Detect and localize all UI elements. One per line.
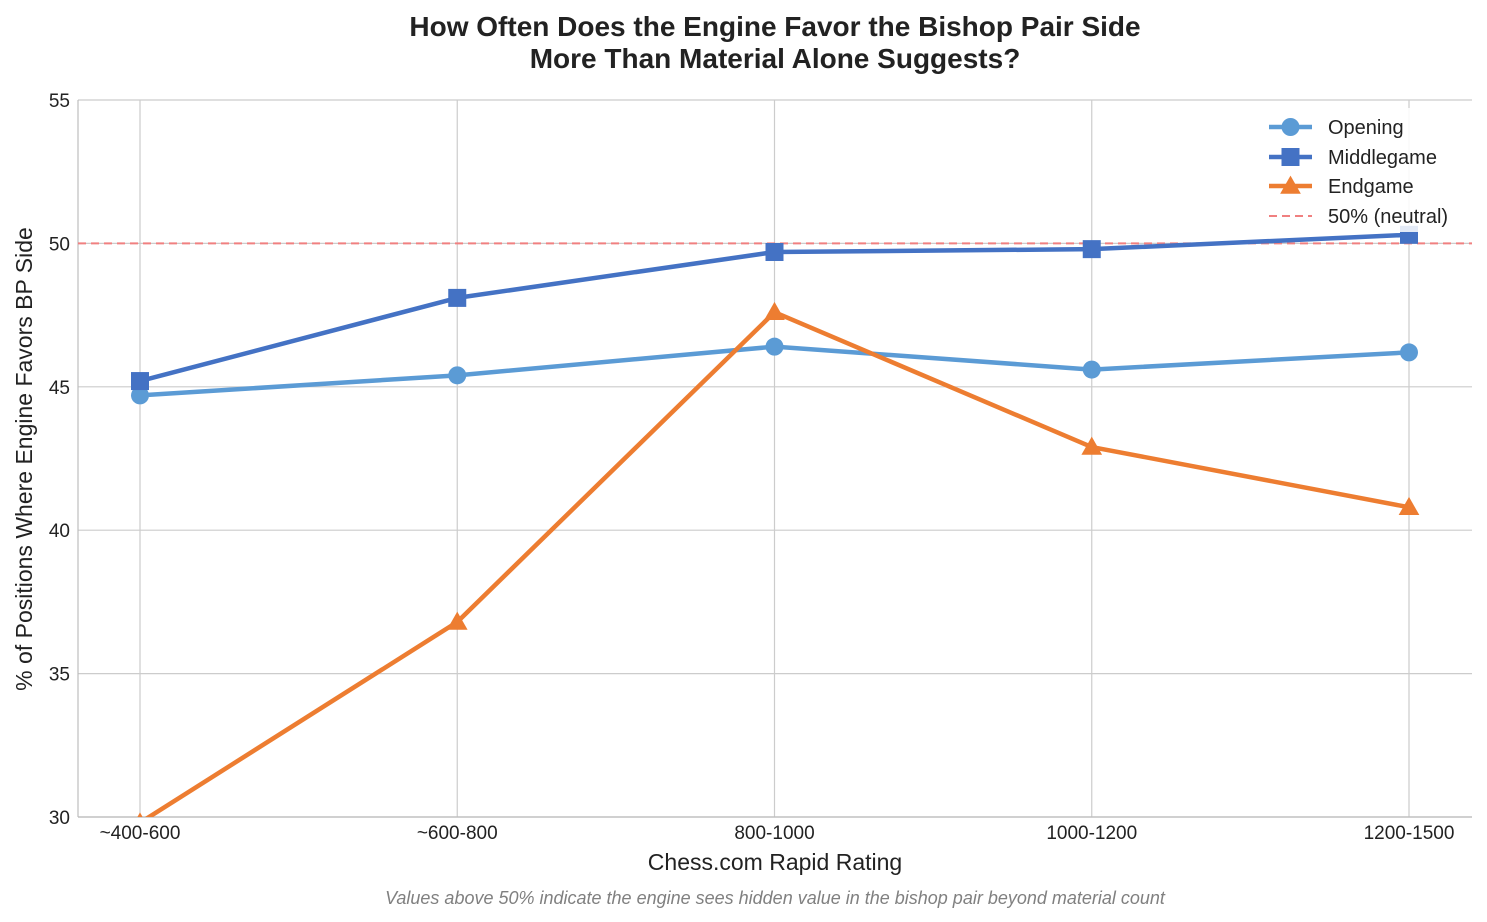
chart-title-line-2: More Than Material Alone Suggests? <box>530 43 1021 74</box>
x-axis-label: Chess.com Rapid Rating <box>648 849 902 875</box>
y-tick-label-3: 45 <box>49 378 70 399</box>
plot-frame <box>77 100 1472 818</box>
series-group <box>131 225 1420 817</box>
y-tick-label-0: 30 <box>49 808 70 829</box>
y-tick-labels: 30 35 40 45 50 55 <box>49 91 70 829</box>
legend-marker-opening <box>1281 118 1300 136</box>
middlegame-point-1 <box>448 288 467 307</box>
legend-label-middlegame: Middlegame <box>1328 147 1437 169</box>
legend-label-neutral: 50% (neutral) <box>1328 206 1448 228</box>
series-opening <box>131 337 1418 405</box>
legend-marker-middlegame <box>1281 148 1300 166</box>
middlegame-point-0 <box>131 372 149 391</box>
legend-item-endgame: Endgame <box>1269 175 1414 198</box>
x-tick-labels: ~400-600 ~600-800 800-1000 1000-1200 1200-15… <box>100 823 1455 844</box>
opening-point-0 <box>131 386 149 405</box>
x-tick-label-1: ~600-800 <box>417 823 498 844</box>
legend-item-neutral: 50% (neutral) <box>1269 206 1448 228</box>
series-endgame <box>137 301 1420 817</box>
endgame-point-3 <box>1081 436 1103 455</box>
legend-item-middlegame: Middlegame <box>1269 147 1437 169</box>
middlegame-point-2 <box>765 243 784 262</box>
middlegame-point-3 <box>1082 240 1101 259</box>
legend-label-endgame: Endgame <box>1328 176 1414 198</box>
opening-point-4 <box>1400 343 1418 362</box>
grid <box>78 99 1472 818</box>
legend-item-opening: Opening <box>1269 117 1404 139</box>
opening-point-2 <box>765 337 784 356</box>
opening-point-3 <box>1082 360 1101 379</box>
y-tick-label-1: 35 <box>49 665 70 686</box>
footnote: Values above 50% indicate the engine see… <box>385 888 1166 908</box>
legend-label-opening: Opening <box>1328 117 1404 139</box>
x-tick-label-0: ~400-600 <box>100 823 181 844</box>
x-tick-label-3: 1000-1200 <box>1046 823 1137 844</box>
legend-marker-endgame <box>1280 175 1301 194</box>
legend: Opening Middlegame Endgame 50% (neutral) <box>1258 108 1468 232</box>
y-tick-label-5: 55 <box>49 91 70 112</box>
endgame-point-4 <box>1398 496 1420 516</box>
chart-title-line-1: How Often Does the Engine Favor the Bish… <box>409 11 1140 42</box>
x-tick-label-2: 800-1000 <box>734 823 814 844</box>
opening-point-1 <box>448 366 467 385</box>
endgame-point-0 <box>137 812 143 817</box>
endgame-point-1 <box>446 611 468 630</box>
y-tick-label-2: 40 <box>49 521 70 542</box>
endgame-point-2 <box>764 301 785 320</box>
y-tick-label-4: 50 <box>49 234 70 255</box>
series-middlegame <box>131 225 1418 391</box>
x-tick-label-4: 1200-1500 <box>1364 823 1455 844</box>
y-axis-label: % of Positions Where Engine Favors BP Si… <box>11 227 37 691</box>
